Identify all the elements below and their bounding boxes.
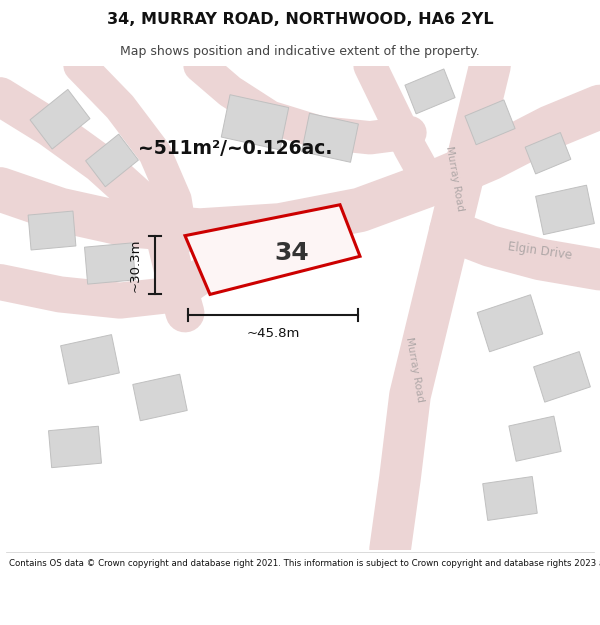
Text: ~45.8m: ~45.8m	[247, 327, 299, 340]
Polygon shape	[30, 89, 90, 149]
Polygon shape	[302, 113, 358, 162]
Text: ~511m²/~0.126ac.: ~511m²/~0.126ac.	[138, 139, 332, 158]
Polygon shape	[525, 132, 571, 174]
Polygon shape	[86, 134, 139, 187]
Polygon shape	[536, 185, 595, 234]
Polygon shape	[533, 352, 590, 402]
Text: Murray Road: Murray Road	[445, 146, 466, 212]
Polygon shape	[405, 69, 455, 114]
Polygon shape	[61, 334, 119, 384]
Polygon shape	[85, 243, 136, 284]
Text: Murray Road: Murray Road	[404, 336, 425, 403]
Polygon shape	[49, 426, 101, 468]
Polygon shape	[28, 211, 76, 250]
Text: Map shows position and indicative extent of the property.: Map shows position and indicative extent…	[120, 45, 480, 58]
Polygon shape	[465, 100, 515, 145]
Polygon shape	[483, 476, 537, 521]
Text: 34: 34	[274, 241, 309, 265]
Text: Elgin Drive: Elgin Drive	[507, 240, 573, 262]
Text: ~30.3m: ~30.3m	[128, 238, 142, 292]
Text: 34, MURRAY ROAD, NORTHWOOD, HA6 2YL: 34, MURRAY ROAD, NORTHWOOD, HA6 2YL	[107, 12, 493, 27]
Polygon shape	[477, 295, 543, 352]
Polygon shape	[185, 205, 360, 294]
Polygon shape	[221, 95, 289, 150]
Polygon shape	[133, 374, 187, 421]
Text: Contains OS data © Crown copyright and database right 2021. This information is : Contains OS data © Crown copyright and d…	[9, 559, 600, 568]
Polygon shape	[509, 416, 561, 461]
